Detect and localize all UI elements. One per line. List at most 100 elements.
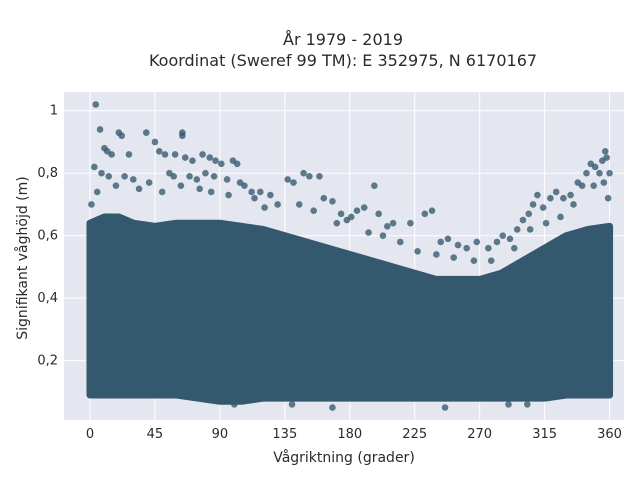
scatter-point <box>295 201 303 208</box>
scatter-point <box>353 207 361 215</box>
y-tick-label: 0,2 <box>37 354 58 369</box>
scatter-point <box>193 176 201 183</box>
scatter-point <box>202 169 209 177</box>
data-points <box>88 101 613 411</box>
scatter-point <box>383 223 391 230</box>
scatter-point <box>248 188 255 196</box>
scatter-point <box>428 207 436 215</box>
scatter-point <box>218 160 225 168</box>
x-axis-title: Vågriktning (grader) <box>273 449 415 466</box>
scatter-point <box>534 191 541 199</box>
scatter-point <box>241 182 248 190</box>
scatter-point <box>158 188 166 196</box>
scatter-point <box>186 173 193 180</box>
scatter-point <box>485 244 492 252</box>
scatter-point <box>407 219 414 227</box>
scatter-point <box>306 173 313 180</box>
scatter-point <box>256 188 264 196</box>
scatter-point <box>441 404 449 411</box>
scatter-point <box>142 129 150 136</box>
scatter-point <box>145 179 153 186</box>
scatter-point <box>578 182 586 190</box>
scatter-point <box>210 173 218 180</box>
scatter-point <box>196 185 203 193</box>
scatter-point <box>542 219 550 227</box>
scatter-point <box>591 163 599 171</box>
scatter-point <box>105 173 113 180</box>
scatter-point <box>320 194 328 202</box>
scatter-point <box>121 173 128 180</box>
scatter-point <box>557 213 564 221</box>
scatter-point <box>606 169 613 177</box>
x-tick-label: 270 <box>467 427 492 442</box>
scatter-point <box>473 238 481 246</box>
scatter-point <box>437 238 445 246</box>
scatter-point <box>171 151 179 158</box>
scatter-point <box>300 169 307 177</box>
scatter-point <box>125 151 133 158</box>
scatter-point <box>470 257 478 264</box>
scatter-point <box>91 163 98 171</box>
scatter-point <box>170 173 177 180</box>
scatter-point <box>329 198 336 205</box>
tick-labels: 0 45 90 135 180 225 270 315 360 0,2 0,4 0,6 0,8 1 <box>37 104 622 442</box>
x-tick-label: 0 <box>86 427 94 442</box>
scatter-point <box>151 138 159 146</box>
scatter-point <box>433 251 440 258</box>
scatter-point <box>212 157 219 165</box>
scatter-point <box>112 182 120 190</box>
scatter-point <box>526 226 534 233</box>
scatter-point <box>519 216 527 224</box>
x-tick-label: 315 <box>532 427 557 442</box>
x-tick-label: 45 <box>147 427 164 442</box>
scatter-point <box>539 204 547 211</box>
scatter-point <box>223 176 231 183</box>
scatter-point <box>129 176 137 183</box>
scatter-point <box>493 238 501 246</box>
scatter-point <box>396 238 404 246</box>
scatter-point <box>135 185 143 193</box>
scatter-point <box>371 182 378 190</box>
scatter-point <box>511 244 518 252</box>
scatter-point <box>450 254 457 261</box>
scatter-point <box>525 210 533 218</box>
scatter-point <box>179 132 186 140</box>
scatter-point <box>360 204 368 211</box>
scatter-point <box>189 157 196 165</box>
scatter-point <box>284 176 292 183</box>
scatter-point <box>98 169 105 177</box>
y-tick-label: 1 <box>50 104 58 119</box>
x-tick-label: 90 <box>212 427 229 442</box>
scatter-point <box>93 188 101 196</box>
scatter-point <box>96 126 104 133</box>
scatter-point <box>444 235 452 243</box>
scatter-point <box>108 151 115 158</box>
scatter-point <box>379 232 387 239</box>
y-tick-label: 0,4 <box>37 291 58 306</box>
scatter-point <box>547 194 554 202</box>
scatter-point <box>267 191 274 199</box>
scatter-point <box>463 244 470 252</box>
x-tick-label: 180 <box>337 427 362 442</box>
scatter-point <box>487 257 495 264</box>
scatter-point <box>199 151 206 158</box>
scatter-point <box>590 182 597 190</box>
y-tick-label: 0,8 <box>37 166 58 181</box>
scatter-point <box>499 232 507 239</box>
scatter-point <box>181 154 189 161</box>
x-tick-label: 135 <box>272 427 297 442</box>
scatter-point <box>261 204 268 211</box>
x-tick-label: 225 <box>402 427 427 442</box>
scatter-point <box>375 210 382 218</box>
scatter-point <box>155 148 163 155</box>
scatter-point <box>207 188 215 196</box>
scatter-point <box>600 179 608 186</box>
scatter-point <box>88 201 95 208</box>
scatter-point <box>343 216 351 224</box>
scatter-point <box>604 194 612 202</box>
chart-title-line-2: Koordinat (Sweref 99 TM): E 352975, N 61… <box>149 51 537 70</box>
scatter-point <box>333 219 341 227</box>
scatter-point <box>337 210 345 218</box>
scatter-point <box>233 160 241 168</box>
